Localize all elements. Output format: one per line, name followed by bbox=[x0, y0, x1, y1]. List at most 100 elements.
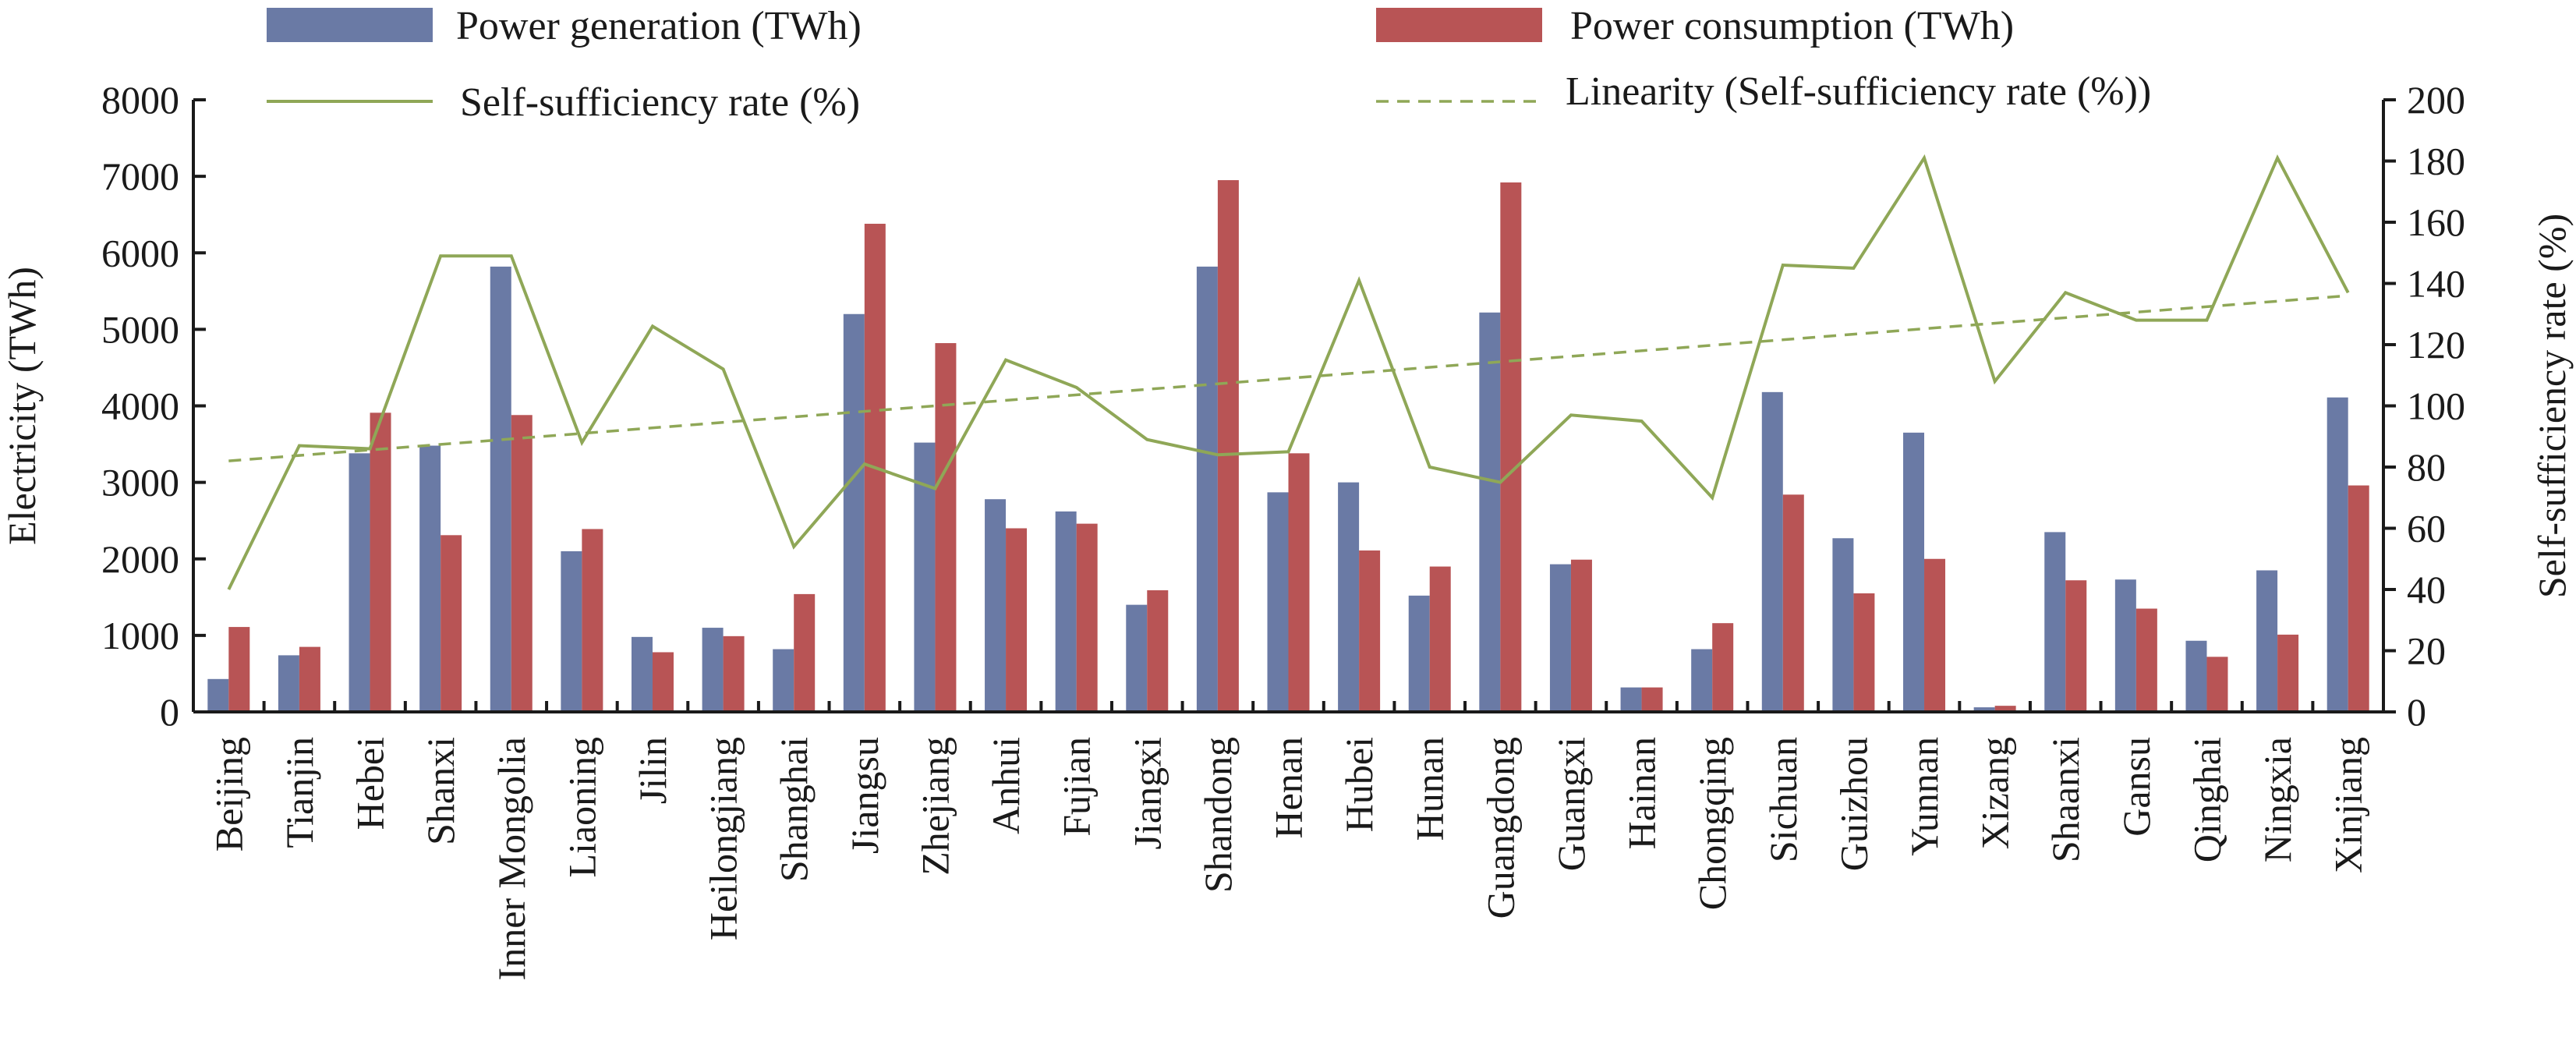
bar-consumption bbox=[1288, 453, 1310, 712]
bar-consumption bbox=[1994, 706, 2016, 712]
bar-consumption bbox=[228, 627, 250, 712]
y-tick-label-left: 1000 bbox=[101, 614, 179, 657]
bar-group bbox=[207, 180, 2369, 713]
y-tick-label-right: 120 bbox=[2407, 323, 2465, 366]
bar-consumption bbox=[299, 646, 320, 712]
bar-generation bbox=[843, 313, 865, 712]
y-axis-title-left: Electricity (TWh) bbox=[0, 267, 44, 545]
bar-generation bbox=[1973, 707, 1995, 712]
x-tick-label: Sichuan bbox=[1761, 737, 1805, 862]
x-tick-label: Guangdong bbox=[1478, 737, 1522, 919]
x-tick-label: Zhejiang bbox=[913, 737, 957, 876]
x-tick-label: Guizhou bbox=[1831, 737, 1875, 871]
y-tick-label-right: 20 bbox=[2407, 629, 2446, 673]
bar-generation bbox=[1761, 391, 1783, 712]
x-tick-label: Qinghai bbox=[2185, 737, 2228, 862]
bar-generation bbox=[1832, 538, 1854, 712]
y-tick-label-left: 4000 bbox=[101, 384, 179, 428]
bar-consumption bbox=[1712, 623, 1734, 712]
y-tick-label-right: 0 bbox=[2407, 690, 2426, 734]
axes bbox=[192, 98, 2396, 713]
bar-generation bbox=[1055, 511, 1077, 712]
x-tick-label: Jiangxi bbox=[1125, 737, 1169, 849]
bar-generation bbox=[702, 628, 724, 712]
bar-generation bbox=[1620, 687, 1642, 712]
y-tick-label-right: 140 bbox=[2407, 262, 2465, 306]
y-tick-label-left: 6000 bbox=[101, 231, 179, 274]
bar-consumption bbox=[723, 635, 745, 712]
x-tick-label: Xizang bbox=[1973, 737, 2017, 849]
labels: 0 1000 2000 3000 4000 5000 6000 7000 8000 0 20 40 60… bbox=[0, 78, 2574, 980]
x-tick-label: Fujian bbox=[1055, 737, 1099, 837]
bar-generation bbox=[2185, 640, 2207, 712]
bar-generation bbox=[1338, 482, 1360, 712]
legend-label-generation: Power generation (TWh) bbox=[456, 4, 862, 48]
y-axis-title-right: Self-sufficiency rate (%) bbox=[2530, 214, 2574, 598]
bar-consumption bbox=[1924, 558, 1946, 712]
bar-generation bbox=[2114, 579, 2136, 712]
bar-consumption bbox=[2135, 608, 2157, 712]
x-tick-label: Hainan bbox=[1620, 737, 1664, 849]
y-tick-label-right: 60 bbox=[2407, 507, 2446, 551]
bar-generation bbox=[1549, 564, 1571, 712]
bar-consumption bbox=[1006, 528, 1028, 712]
bar-generation bbox=[1267, 492, 1289, 712]
bar-consumption bbox=[511, 415, 533, 712]
x-tick-label: Shaanxi bbox=[2043, 737, 2087, 862]
bar-consumption bbox=[370, 412, 391, 712]
x-tick-label: Jilin bbox=[631, 737, 674, 804]
x-tick-label: Gansu bbox=[2114, 737, 2158, 837]
bar-consumption bbox=[1641, 687, 1663, 712]
bar-generation bbox=[1126, 604, 1148, 712]
bar-consumption bbox=[1076, 523, 1098, 712]
x-tick-label: Hunan bbox=[1408, 737, 1452, 841]
x-tick-label: Jiangsu bbox=[843, 737, 886, 854]
bar-generation bbox=[419, 445, 441, 712]
bar-consumption bbox=[2348, 485, 2369, 712]
bar-consumption bbox=[1570, 559, 1592, 712]
x-tick-label: Inner Mongolia bbox=[490, 737, 533, 980]
x-tick-label: Beijing bbox=[207, 737, 250, 851]
bar-generation bbox=[278, 655, 299, 712]
y-tick-label-right: 100 bbox=[2407, 384, 2465, 428]
x-tick-label: Ningxia bbox=[2256, 737, 2299, 862]
y-tick-label-right: 40 bbox=[2407, 568, 2446, 611]
x-tick-label: Shanxi bbox=[419, 737, 462, 845]
bar-generation bbox=[985, 499, 1007, 712]
x-tick-label: Tianjin bbox=[278, 737, 321, 848]
legend-swatch-consumption bbox=[1376, 8, 1542, 42]
x-tick-label: Guangxi bbox=[1549, 737, 1593, 871]
x-tick-label: Henan bbox=[1267, 737, 1311, 839]
bar-consumption bbox=[794, 593, 816, 712]
x-tick-label: Liaoning bbox=[560, 737, 603, 878]
x-tick-label: Shanghai bbox=[772, 737, 816, 882]
bar-consumption bbox=[1782, 494, 1804, 712]
line-group bbox=[227, 154, 2350, 590]
series-line-self-sufficiency bbox=[227, 154, 2350, 590]
bar-generation bbox=[2256, 570, 2278, 712]
bar-consumption bbox=[1359, 550, 1381, 712]
bar-consumption bbox=[2065, 580, 2087, 712]
bar-consumption bbox=[1217, 180, 1239, 712]
x-tick-label: Yunnan bbox=[1902, 737, 1946, 856]
bar-consumption bbox=[582, 529, 603, 712]
y-tick-label-right: 80 bbox=[2407, 445, 2446, 489]
trendline-self-sufficiency bbox=[228, 294, 2348, 462]
y-tick-label-right: 200 bbox=[2407, 78, 2465, 122]
legend-label-consumption: Power consumption (TWh) bbox=[1570, 4, 2014, 48]
x-tick-label: Xinjiang bbox=[2327, 737, 2370, 873]
bar-consumption bbox=[935, 343, 957, 712]
y-tick-label-left: 3000 bbox=[101, 461, 179, 504]
bar-generation bbox=[2327, 397, 2348, 712]
x-tick-label: Anhui bbox=[984, 737, 1028, 834]
bar-generation bbox=[773, 649, 794, 712]
legend-label-self-sufficiency: Self-sufficiency rate (%) bbox=[460, 80, 860, 125]
x-tick-label: Hebei bbox=[349, 737, 392, 830]
legend-swatch-generation bbox=[267, 8, 433, 42]
bar-generation bbox=[561, 551, 582, 712]
x-tick-label: Heilongjiang bbox=[702, 737, 745, 940]
bar-generation bbox=[1903, 432, 1925, 712]
y-tick-label-left: 0 bbox=[160, 690, 179, 734]
y-tick-label-right: 160 bbox=[2407, 200, 2465, 244]
bar-generation bbox=[631, 636, 653, 712]
